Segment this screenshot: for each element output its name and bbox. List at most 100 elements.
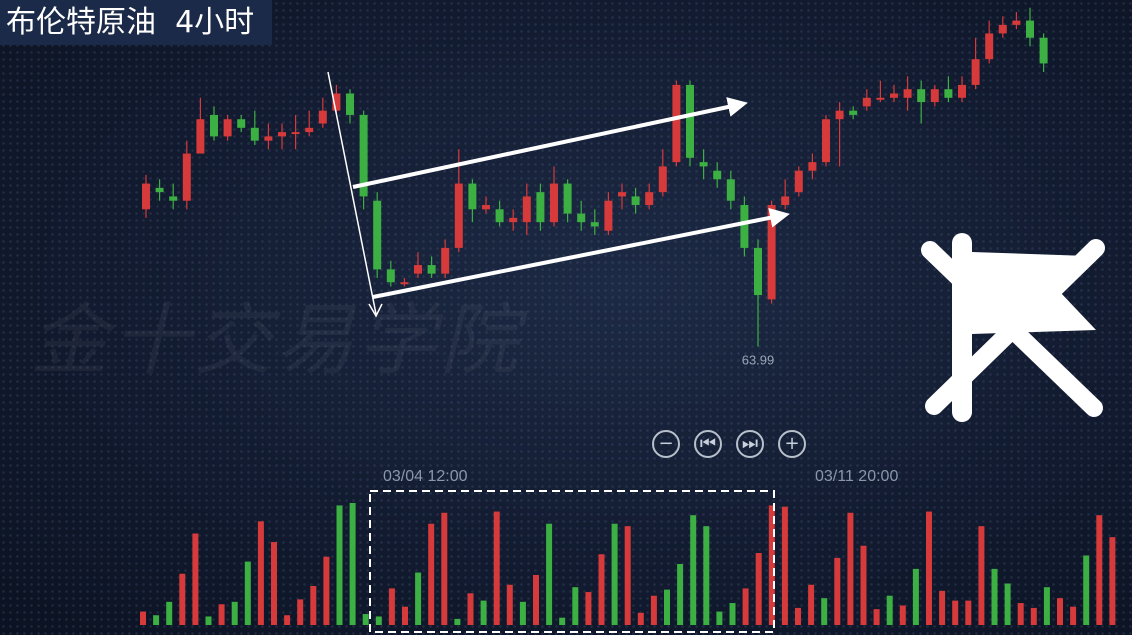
volume-bar: [768, 505, 775, 625]
candle-body: [182, 153, 191, 201]
candle-body: [835, 110, 844, 120]
candle-body: [223, 119, 232, 137]
candle-body: [822, 119, 830, 163]
candle-body: [550, 183, 558, 223]
candle-body: [400, 282, 409, 285]
candle-body: [210, 114, 218, 137]
volume-bar: [454, 618, 461, 625]
candle-body: [903, 89, 912, 98]
candle-body: [808, 162, 817, 171]
candle-body: [346, 93, 354, 115]
candle-body: [862, 97, 871, 107]
volume-bar: [637, 612, 644, 625]
volume-bar: [506, 584, 513, 625]
candle-body: [482, 205, 490, 210]
volume-bar: [441, 512, 448, 625]
candle-body: [196, 119, 205, 154]
volume-bar: [231, 601, 238, 625]
crossed-flag-icon: [921, 233, 1105, 422]
volume-bar: [1043, 587, 1050, 625]
volume-bar: [336, 505, 343, 625]
volume-bar: [585, 592, 592, 625]
candle-body: [726, 179, 735, 201]
chart-title: 布伦特原油 4小时: [0, 0, 273, 45]
volume-bar: [1109, 537, 1116, 625]
selection-box: [369, 490, 775, 633]
candle-body: [536, 192, 545, 223]
candle-body: [250, 127, 259, 141]
candle-body: [577, 213, 586, 223]
volume-bar: [703, 526, 710, 625]
volume-bar: [271, 542, 277, 625]
volume-bar: [795, 607, 801, 625]
volume-bar: [480, 600, 487, 625]
candle-body: [142, 183, 150, 210]
volume-bar: [1070, 606, 1077, 625]
candle-body: [631, 196, 640, 206]
volume-bar: [912, 568, 919, 625]
step-back-button[interactable]: ⏮: [694, 430, 722, 458]
volume-bar: [1083, 555, 1090, 625]
volume-bar: [1017, 603, 1024, 625]
volume-bar: [284, 615, 291, 625]
volume-bar: [375, 616, 382, 625]
volume-bar: [388, 588, 395, 625]
candle-body: [876, 97, 885, 100]
candle-body: [169, 196, 178, 201]
candle-body: [958, 84, 966, 98]
candle-body: [414, 265, 422, 274]
candle-body: [332, 93, 341, 111]
volume-bar: [428, 523, 435, 625]
volume-bar: [297, 599, 304, 625]
watermark: 金十交易学院: [30, 296, 523, 386]
volume-bar: [716, 611, 723, 625]
candle-body: [441, 247, 450, 274]
volume-bar: [1030, 607, 1037, 625]
candle-body: [754, 247, 762, 296]
volume-bar: [559, 617, 566, 625]
candle-body: [495, 209, 504, 223]
volume-bar: [781, 506, 788, 625]
candle-body: [767, 205, 776, 300]
volume-bar: [808, 584, 815, 625]
step-forward-button[interactable]: ⏭: [736, 430, 764, 458]
volume-bar: [572, 587, 579, 625]
candle-body: [890, 93, 898, 98]
volume-bar: [729, 603, 736, 625]
candle-body: [985, 33, 994, 60]
volume-bar: [323, 556, 330, 625]
candle-body: [794, 170, 803, 193]
volume-bar: [755, 553, 762, 625]
candle-body: [563, 183, 572, 214]
volume-bar: [742, 588, 749, 625]
volume-bar: [821, 598, 828, 625]
volume-bar: [533, 574, 539, 625]
volume-bar: [965, 600, 972, 625]
volume-bar: [179, 573, 186, 625]
volume-bar: [834, 557, 841, 625]
candle-body: [971, 59, 980, 85]
zoom-out-button[interactable]: −: [652, 430, 680, 458]
volume-bar: [991, 568, 998, 625]
volume-bar: [546, 523, 553, 625]
candle-body: [359, 114, 368, 197]
candle-body: [237, 119, 246, 128]
volume-bar: [1057, 598, 1063, 625]
candle-body: [917, 89, 926, 103]
channel-lower-arrow: [372, 207, 790, 299]
candle-body: [944, 89, 953, 98]
volume-bar: [402, 606, 408, 625]
candle-body: [454, 183, 463, 248]
candle-body: [264, 136, 273, 141]
candle-body: [658, 166, 667, 193]
volume-bar: [244, 561, 251, 625]
zoom-in-button[interactable]: +: [778, 430, 806, 458]
candle-body: [522, 196, 531, 223]
candle-body: [318, 110, 327, 124]
volume-bar: [860, 545, 867, 625]
volume-bar: [650, 595, 657, 625]
volume-bar: [624, 526, 631, 625]
volume-bar: [664, 589, 670, 625]
volume-bar: [847, 512, 854, 625]
